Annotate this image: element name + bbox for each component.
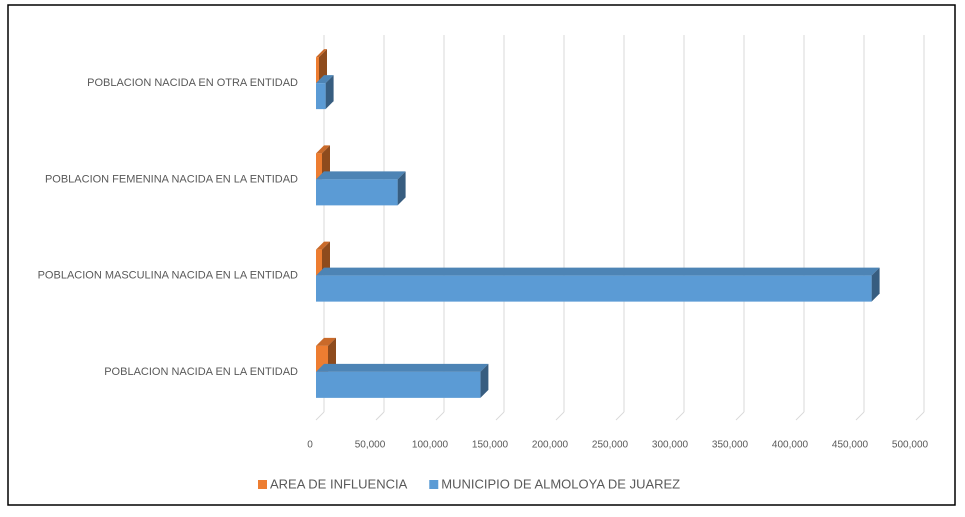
y-tick-label: POBLACION NACIDA EN OTRA ENTIDAD — [87, 77, 298, 89]
bar-side — [319, 49, 327, 84]
grid-line — [555, 411, 565, 421]
x-tick-label: 50,000 — [355, 440, 386, 451]
x-tick-label: 500,000 — [892, 440, 929, 451]
bar-side — [480, 363, 489, 398]
bar — [316, 249, 322, 276]
x-tick-label: 300,000 — [652, 440, 689, 451]
grid-line — [495, 411, 505, 421]
y-tick-label: POBLACION MASCULINA NACIDA EN LA ENTIDAD — [38, 270, 298, 282]
grid-line — [315, 411, 325, 421]
bar-top — [316, 267, 880, 276]
legend-label: MUNICIPIO DE ALMOLOYA DE JUAREZ — [441, 476, 680, 491]
grid-line — [375, 411, 385, 421]
bar-top — [316, 49, 327, 58]
bar — [316, 371, 481, 398]
bar-top — [316, 241, 330, 250]
bar-side — [322, 241, 330, 276]
bar — [316, 153, 322, 180]
bar-top — [316, 75, 334, 84]
bar-side — [322, 145, 330, 180]
grid-line — [855, 411, 865, 421]
grid-line — [435, 411, 445, 421]
legend-swatch — [429, 480, 439, 489]
x-tick-label: 0 — [307, 440, 313, 451]
grid-line — [795, 411, 805, 421]
bar — [316, 57, 319, 84]
bar-side — [328, 337, 336, 372]
grid-line — [735, 411, 745, 421]
chart-frame — [7, 4, 956, 506]
legend-label: AREA DE INFLUENCIA — [270, 476, 408, 491]
y-tick-label: POBLACION NACIDA EN LA ENTIDAD — [104, 366, 298, 378]
bar-top — [316, 171, 406, 180]
bar — [316, 83, 326, 110]
grid-line — [675, 411, 685, 421]
x-tick-label: 250,000 — [592, 440, 629, 451]
x-tick-label: 100,000 — [412, 440, 449, 451]
grid-line — [615, 411, 625, 421]
x-tick-label: 450,000 — [832, 440, 869, 451]
x-tick-label: 150,000 — [472, 440, 509, 451]
bar-top — [316, 337, 336, 346]
x-tick-label: 350,000 — [712, 440, 749, 451]
x-tick-label: 400,000 — [772, 440, 809, 451]
bar — [316, 275, 872, 302]
grid-line — [915, 411, 925, 421]
bar-side — [325, 75, 334, 110]
legend-swatch — [258, 480, 267, 489]
bar-side — [871, 267, 880, 302]
bar — [316, 179, 398, 206]
x-tick-label: 200,000 — [532, 440, 569, 451]
bar-top — [316, 363, 489, 372]
bar-top — [316, 145, 330, 154]
bar-side — [397, 171, 406, 206]
y-tick-label: POBLACION FEMENINA NACIDA EN LA ENTIDAD — [45, 173, 298, 185]
